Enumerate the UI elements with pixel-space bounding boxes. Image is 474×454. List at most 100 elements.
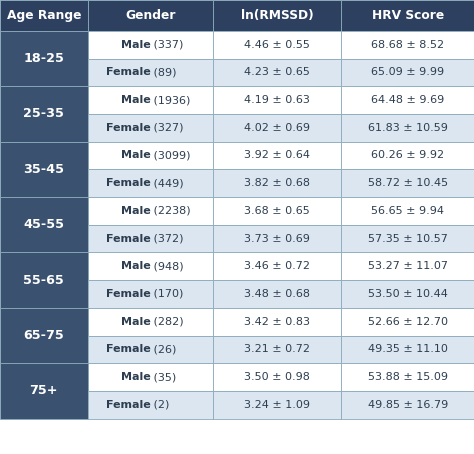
Text: 3.48 ± 0.68: 3.48 ± 0.68 <box>244 289 310 299</box>
Text: Male (2238): Male (2238) <box>117 206 184 216</box>
Bar <box>341 225 474 252</box>
Text: Male (282): Male (282) <box>120 316 181 327</box>
Text: Male (337): Male (337) <box>120 39 181 50</box>
Text: 3.46 ± 0.72: 3.46 ± 0.72 <box>244 261 310 271</box>
Bar <box>213 0 341 31</box>
Text: 4.02 ± 0.69: 4.02 ± 0.69 <box>244 123 310 133</box>
Text: Female (372): Female (372) <box>114 233 187 244</box>
Text: HRV Score: HRV Score <box>372 9 444 22</box>
Text: 52.66 ± 12.70: 52.66 ± 12.70 <box>368 316 447 327</box>
Text: Female: Female <box>106 123 151 133</box>
Bar <box>88 363 213 391</box>
Bar <box>88 336 213 363</box>
Bar <box>341 169 474 197</box>
Text: Female: Female <box>106 344 151 355</box>
Text: Female: Female <box>106 233 151 244</box>
Bar <box>88 0 213 31</box>
Bar <box>213 59 341 86</box>
Text: Female (26): Female (26) <box>117 344 184 355</box>
Text: (170): (170) <box>151 289 184 299</box>
Bar <box>88 280 213 308</box>
Bar <box>213 363 341 391</box>
Text: 56.65 ± 9.94: 56.65 ± 9.94 <box>371 206 444 216</box>
Text: 4.46 ± 0.55: 4.46 ± 0.55 <box>245 39 310 50</box>
Bar <box>0 142 88 197</box>
Text: Female: Female <box>106 400 151 410</box>
Text: 75+: 75+ <box>29 385 58 397</box>
Text: Male (948): Male (948) <box>120 261 181 271</box>
Text: 65-75: 65-75 <box>24 329 64 342</box>
Text: 3.82 ± 0.68: 3.82 ± 0.68 <box>244 178 310 188</box>
Bar <box>213 308 341 336</box>
Text: 58.72 ± 10.45: 58.72 ± 10.45 <box>367 178 448 188</box>
Text: 49.85 ± 16.79: 49.85 ± 16.79 <box>367 400 448 410</box>
Bar <box>0 363 88 419</box>
Bar <box>88 252 213 280</box>
Text: 3.42 ± 0.83: 3.42 ± 0.83 <box>244 316 310 327</box>
Text: 4.19 ± 0.63: 4.19 ± 0.63 <box>245 95 310 105</box>
Text: 60.26 ± 9.92: 60.26 ± 9.92 <box>371 150 444 161</box>
Text: Female (449): Female (449) <box>113 178 188 188</box>
Text: 3.92 ± 0.64: 3.92 ± 0.64 <box>244 150 310 161</box>
Text: 25-35: 25-35 <box>23 108 64 120</box>
Bar <box>213 280 341 308</box>
Bar <box>0 31 88 86</box>
Bar <box>341 363 474 391</box>
Bar <box>213 86 341 114</box>
Text: (449): (449) <box>151 178 184 188</box>
Text: 35-45: 35-45 <box>23 163 64 176</box>
Bar <box>88 59 213 86</box>
Text: Male: Male <box>121 150 151 161</box>
Text: (948): (948) <box>151 261 184 271</box>
Text: (35): (35) <box>151 372 177 382</box>
Text: Male: Male <box>121 95 151 105</box>
Text: Male: Male <box>121 316 151 327</box>
Bar <box>88 114 213 142</box>
Text: 68.68 ± 8.52: 68.68 ± 8.52 <box>371 39 444 50</box>
Text: 45-55: 45-55 <box>23 218 64 231</box>
Bar <box>341 31 474 59</box>
Bar <box>88 308 213 336</box>
Bar <box>88 142 213 169</box>
Text: 53.88 ± 15.09: 53.88 ± 15.09 <box>368 372 447 382</box>
Text: Gender: Gender <box>125 9 176 22</box>
Text: (89): (89) <box>151 67 177 78</box>
Text: Male (35): Male (35) <box>124 372 177 382</box>
Text: 49.35 ± 11.10: 49.35 ± 11.10 <box>368 344 447 355</box>
Bar <box>341 114 474 142</box>
Bar <box>341 252 474 280</box>
Text: Male: Male <box>121 206 151 216</box>
Text: 3.73 ± 0.69: 3.73 ± 0.69 <box>245 233 310 244</box>
Bar <box>213 225 341 252</box>
Text: 61.83 ± 10.59: 61.83 ± 10.59 <box>368 123 447 133</box>
Bar <box>213 142 341 169</box>
Bar <box>213 114 341 142</box>
Bar <box>88 391 213 419</box>
Bar <box>0 308 88 363</box>
Text: (2238): (2238) <box>151 206 191 216</box>
Text: 3.21 ± 0.72: 3.21 ± 0.72 <box>244 344 310 355</box>
Text: Female: Female <box>106 67 151 78</box>
Text: Female (89): Female (89) <box>117 67 184 78</box>
Text: (327): (327) <box>151 123 184 133</box>
Text: 3.50 ± 0.98: 3.50 ± 0.98 <box>245 372 310 382</box>
Bar <box>341 336 474 363</box>
Text: (2): (2) <box>151 400 170 410</box>
Bar <box>341 59 474 86</box>
Bar <box>0 0 88 31</box>
Text: Male: Male <box>121 39 151 50</box>
Bar <box>341 280 474 308</box>
Text: 64.48 ± 9.69: 64.48 ± 9.69 <box>371 95 444 105</box>
Text: (1936): (1936) <box>151 95 191 105</box>
Bar <box>213 252 341 280</box>
Text: 4.23 ± 0.65: 4.23 ± 0.65 <box>245 67 310 78</box>
Bar <box>341 197 474 225</box>
Text: 55-65: 55-65 <box>24 274 64 286</box>
Text: (26): (26) <box>151 344 177 355</box>
Bar <box>88 86 213 114</box>
Text: (372): (372) <box>151 233 184 244</box>
Text: Female (2): Female (2) <box>120 400 181 410</box>
Bar <box>88 197 213 225</box>
Bar <box>341 0 474 31</box>
Text: Male (3099): Male (3099) <box>117 150 184 161</box>
